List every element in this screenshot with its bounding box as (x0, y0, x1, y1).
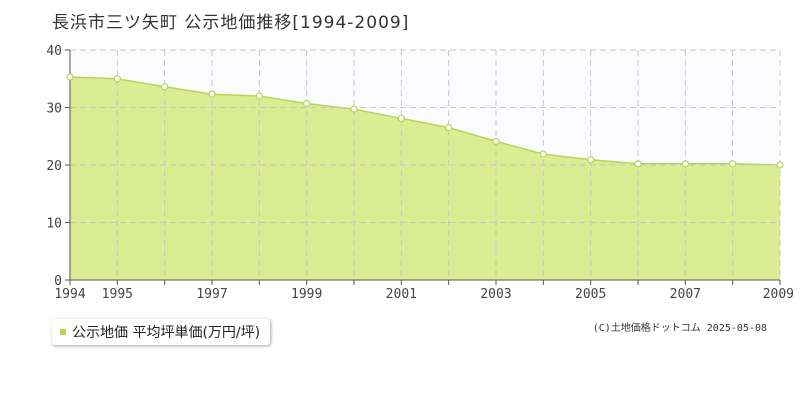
data-point (776, 161, 784, 169)
data-point (66, 73, 74, 81)
chart-title: 長浜市三ツ矢町 公示地価推移[1994-2009] (52, 13, 410, 33)
y-tick-label: 10 (46, 217, 62, 232)
series-area (70, 77, 780, 280)
x-tick-label: 2007 (670, 287, 701, 302)
data-point (587, 156, 595, 164)
data-point (729, 160, 737, 168)
x-tick-label: 2001 (386, 287, 417, 302)
y-tick-label: 20 (46, 159, 62, 174)
legend-label: 公示地価 平均坪単価(万円/坪) (72, 325, 261, 341)
y-tick-label: 40 (46, 44, 62, 59)
x-tick-label: 1997 (196, 287, 227, 302)
x-tick-label: 2009 (763, 287, 794, 302)
legend-swatch-icon (60, 329, 66, 335)
y-tick-label: 30 (46, 102, 62, 117)
data-point (303, 99, 311, 108)
data-point (681, 160, 689, 168)
data-point (350, 105, 358, 113)
data-point (397, 114, 405, 123)
x-tick-label: 1995 (102, 287, 133, 302)
y-tick-label: 0 (54, 274, 62, 289)
data-point (161, 83, 169, 91)
series-line (69, 76, 781, 166)
legend[interactable]: 公示地価 平均坪単価(万円/坪) (52, 319, 271, 345)
data-point (539, 150, 547, 158)
x-tick-label: 1999 (291, 287, 322, 302)
data-point (492, 137, 500, 146)
x-tick-label: 2005 (575, 287, 606, 302)
data-point (113, 75, 121, 83)
data-point (445, 124, 453, 132)
credit-text: (C)土地価格ドットコム 2025-05-08 (592, 323, 767, 334)
x-tick-label: 2003 (480, 287, 511, 302)
x-tick-label: 1994 (54, 287, 85, 302)
data-point (208, 90, 216, 98)
data-point (634, 160, 642, 168)
data-point (255, 92, 263, 100)
